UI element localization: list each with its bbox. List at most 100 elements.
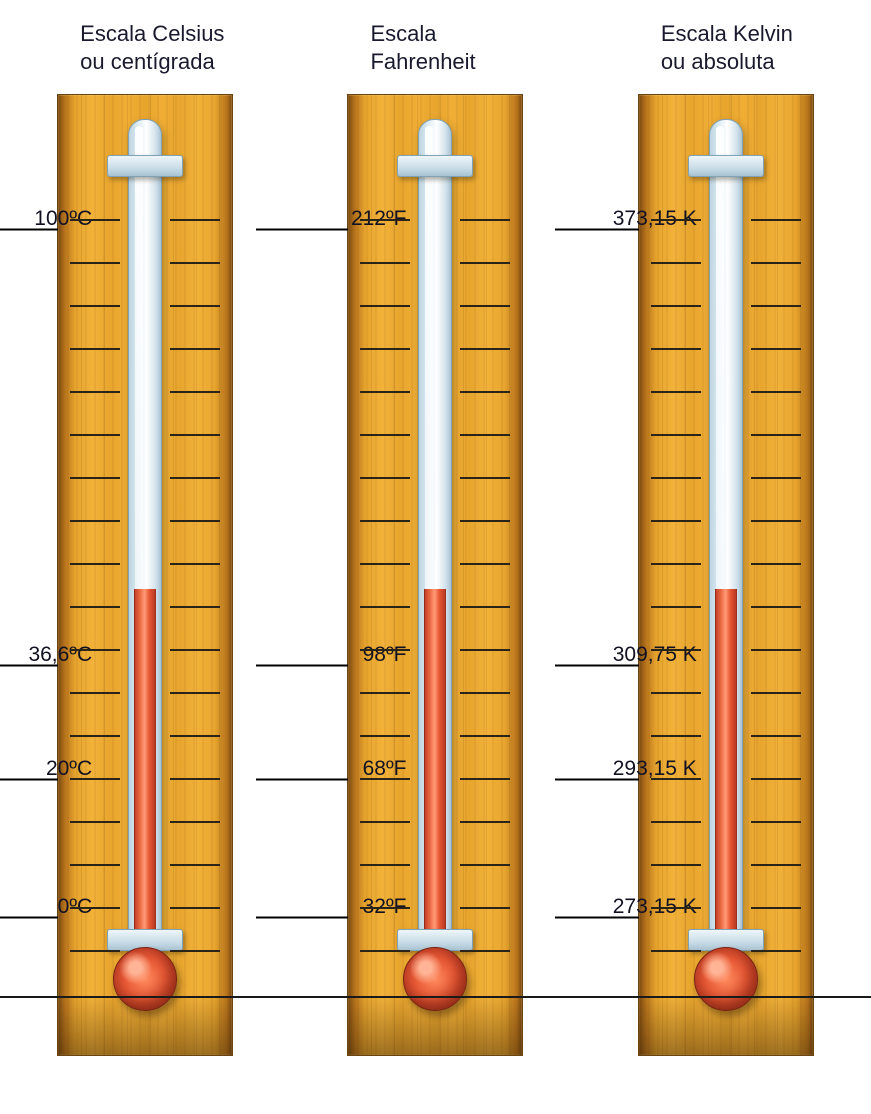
label-line xyxy=(256,229,348,231)
scale-tick xyxy=(460,649,510,651)
thermo-assembly xyxy=(120,119,170,1019)
label-line xyxy=(0,665,58,667)
scale-tick xyxy=(460,520,510,522)
scale-tick xyxy=(70,907,120,909)
bulb xyxy=(403,947,467,1011)
scale-tick xyxy=(170,434,220,436)
scale-tick xyxy=(70,864,120,866)
scale-tick xyxy=(360,477,410,479)
scale-tick xyxy=(751,735,801,737)
label-line xyxy=(0,917,58,919)
scale-tick xyxy=(751,477,801,479)
title-k-line1: Escala Kelvin xyxy=(661,21,793,46)
scale-tick xyxy=(651,778,701,780)
scale-tick xyxy=(460,219,510,221)
scale-tick xyxy=(751,563,801,565)
label-line xyxy=(256,665,348,667)
scale-tick xyxy=(460,348,510,350)
scale-tick xyxy=(360,735,410,737)
scale-tick xyxy=(751,348,801,350)
scale-tick xyxy=(751,606,801,608)
thermometer-celsius: Escala Celsius ou centígrada 100ºC 36,6º… xyxy=(0,20,290,1056)
figure-container: Escala Celsius ou centígrada 100ºC 36,6º… xyxy=(0,0,871,1114)
scale-tick xyxy=(170,219,220,221)
scale-tick xyxy=(170,778,220,780)
scale-tick xyxy=(460,821,510,823)
scale-tick xyxy=(460,434,510,436)
scale-tick xyxy=(651,864,701,866)
scale-tick xyxy=(751,520,801,522)
scale-tick xyxy=(651,821,701,823)
scale-tick xyxy=(460,477,510,479)
board-celsius: 100ºC 36,6ºC 20ºC 0ºC xyxy=(57,94,233,1056)
title-fahrenheit: Escala Fahrenheit xyxy=(290,20,580,84)
scale-tick xyxy=(751,649,801,651)
thermo-assembly xyxy=(701,119,751,1019)
scale-tick xyxy=(170,563,220,565)
scale-tick xyxy=(751,821,801,823)
scale-tick xyxy=(70,219,120,221)
scale-tick xyxy=(70,606,120,608)
label-c-36: 36,6ºC xyxy=(28,643,98,667)
scale-tick xyxy=(751,219,801,221)
scale-tick xyxy=(70,649,120,651)
scale-tick xyxy=(70,778,120,780)
scale-tick xyxy=(651,907,701,909)
scale-tick xyxy=(360,434,410,436)
label-line xyxy=(0,229,58,231)
scale-tick xyxy=(651,305,701,307)
scale-tick xyxy=(460,305,510,307)
scale-tick xyxy=(70,391,120,393)
scale-tick xyxy=(170,735,220,737)
title-f-line2: Fahrenheit xyxy=(370,49,475,74)
ground-line xyxy=(0,996,871,998)
scale-tick xyxy=(460,778,510,780)
label-line xyxy=(256,917,348,919)
scale-tick xyxy=(460,735,510,737)
thermometer-fahrenheit: Escala Fahrenheit 212ºF 98ºF 68ºF 32ºF xyxy=(290,20,580,1056)
scale-tick xyxy=(360,864,410,866)
title-k-line2: ou absoluta xyxy=(661,49,775,74)
thermometer-kelvin: Escala Kelvin ou absoluta 373,15 K 309,7… xyxy=(581,20,871,1056)
scale-tick xyxy=(170,821,220,823)
mount-top xyxy=(107,155,183,177)
mount-top xyxy=(688,155,764,177)
scale-tick xyxy=(70,434,120,436)
label-line xyxy=(256,779,348,781)
scale-tick xyxy=(170,391,220,393)
scale-tick xyxy=(360,907,410,909)
scale-tick xyxy=(70,348,120,350)
scale-tick xyxy=(360,348,410,350)
scale-tick xyxy=(651,606,701,608)
scale-tick xyxy=(360,778,410,780)
scale-tick xyxy=(651,262,701,264)
scale-tick xyxy=(360,305,410,307)
scale-tick xyxy=(460,950,510,952)
mount-top xyxy=(397,155,473,177)
scale-tick xyxy=(170,305,220,307)
scale-tick xyxy=(651,563,701,565)
thermo-assembly xyxy=(410,119,460,1019)
scale-tick xyxy=(651,434,701,436)
scale-tick xyxy=(460,692,510,694)
scale-tick xyxy=(170,864,220,866)
label-f-98: 98ºF xyxy=(363,643,413,667)
mercury-column xyxy=(424,589,446,949)
scale-tick xyxy=(70,262,120,264)
title-kelvin: Escala Kelvin ou absoluta xyxy=(581,20,871,84)
label-line xyxy=(555,917,639,919)
label-line xyxy=(555,779,639,781)
scale-tick xyxy=(70,735,120,737)
scale-tick xyxy=(70,477,120,479)
scale-tick xyxy=(170,649,220,651)
scale-tick xyxy=(651,649,701,651)
title-f-line1: Escala xyxy=(370,21,436,46)
scale-tick xyxy=(170,520,220,522)
scale-tick xyxy=(360,520,410,522)
scale-tick xyxy=(360,262,410,264)
scale-tick xyxy=(751,391,801,393)
scale-tick xyxy=(751,950,801,952)
scale-tick xyxy=(360,821,410,823)
title-celsius-line1: Escala Celsius xyxy=(80,21,224,46)
scale-tick xyxy=(651,520,701,522)
